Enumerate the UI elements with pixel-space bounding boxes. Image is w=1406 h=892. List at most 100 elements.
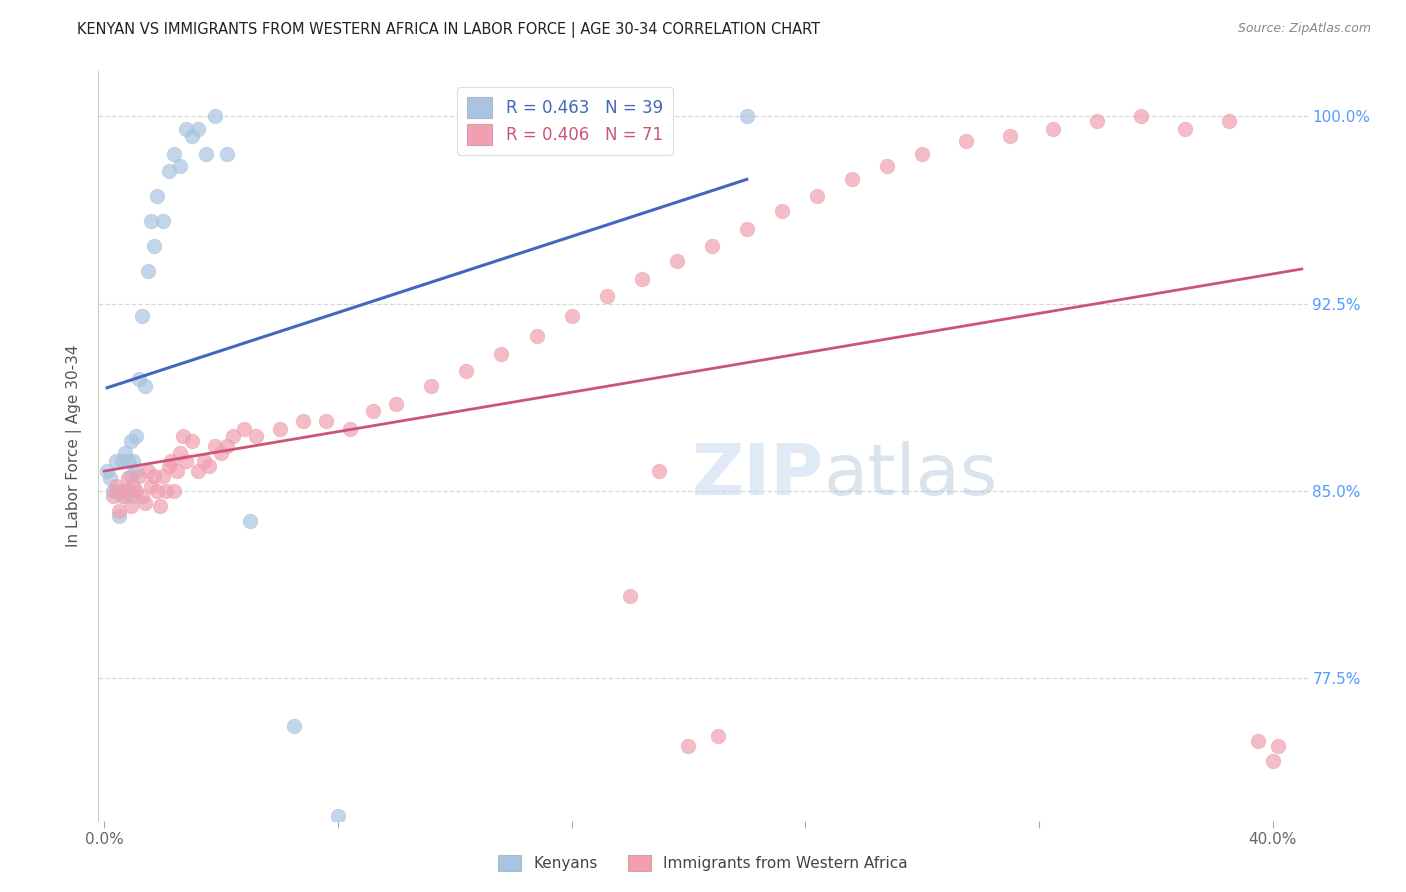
Point [1267,739,1289,753]
Point [735,221,758,235]
Point [233,421,256,435]
Point [152,214,174,228]
Point [876,159,898,173]
Point [104,479,127,493]
Point [269,421,291,435]
Point [561,309,583,323]
Point [172,429,194,443]
Point [111,489,134,503]
Point [157,164,180,178]
Point [136,464,159,478]
Point [1130,109,1153,123]
Point [706,729,728,743]
Point [111,483,134,498]
Point [142,469,165,483]
Point [122,454,145,468]
Point [770,204,793,219]
Point [195,146,218,161]
Point [117,471,139,485]
Point [98,471,121,485]
Point [315,414,337,428]
Point [114,489,136,503]
Point [215,146,238,161]
Point [122,489,145,503]
Point [420,379,443,393]
Point [125,429,148,443]
Point [291,414,314,428]
Point [735,109,758,123]
Point [222,429,245,443]
Point [361,404,384,418]
Point [149,499,172,513]
Point [134,496,156,510]
Point [120,434,142,448]
Point [111,454,134,468]
Point [120,499,142,513]
Point [104,454,127,468]
Point [911,146,934,161]
Point [139,479,162,493]
Point [120,469,142,483]
Point [163,483,186,498]
Point [1261,754,1284,768]
Point [180,434,202,448]
Point [198,458,221,473]
Point [125,483,148,498]
Point [125,464,148,478]
Point [1247,733,1270,747]
Point [108,504,131,518]
Point [1218,114,1240,128]
Point [339,421,361,435]
Point [104,483,127,498]
Point [204,439,226,453]
Point [114,446,136,460]
Point [841,171,863,186]
Point [209,446,232,460]
Point [136,264,159,278]
Point [114,483,136,498]
Point [122,479,145,493]
Text: ZIP: ZIP [692,442,824,510]
Legend: Kenyans, Immigrants from Western Africa: Kenyans, Immigrants from Western Africa [492,849,914,877]
Point [245,429,267,443]
Point [1042,121,1064,136]
Point [806,189,828,203]
Point [1174,121,1197,136]
Point [131,489,153,503]
Point [155,483,177,498]
Point [117,483,139,498]
Point [678,739,700,753]
Legend: R = 0.463   N = 39, R = 0.406   N = 71: R = 0.463 N = 39, R = 0.406 N = 71 [457,87,673,154]
Point [700,239,723,253]
Point [101,489,124,503]
Point [163,146,186,161]
Point [134,379,156,393]
Point [139,214,162,228]
Point [665,254,688,268]
Point [187,464,209,478]
Point [239,514,262,528]
Point [998,129,1021,144]
Point [326,808,349,822]
Point [101,483,124,498]
Point [595,289,617,303]
Text: atlas: atlas [824,442,998,510]
Point [169,446,191,460]
Point [630,271,652,285]
Point [128,371,150,385]
Point [131,309,153,323]
Point [180,129,202,144]
Y-axis label: In Labor Force | Age 30-34: In Labor Force | Age 30-34 [66,344,83,548]
Point [160,454,183,468]
Point [619,589,641,603]
Point [117,454,139,468]
Point [108,508,131,523]
Point [142,239,165,253]
Point [215,439,238,453]
Point [157,458,180,473]
Point [648,464,671,478]
Point [187,121,209,136]
Point [1085,114,1108,128]
Point [526,329,548,343]
Point [204,109,226,123]
